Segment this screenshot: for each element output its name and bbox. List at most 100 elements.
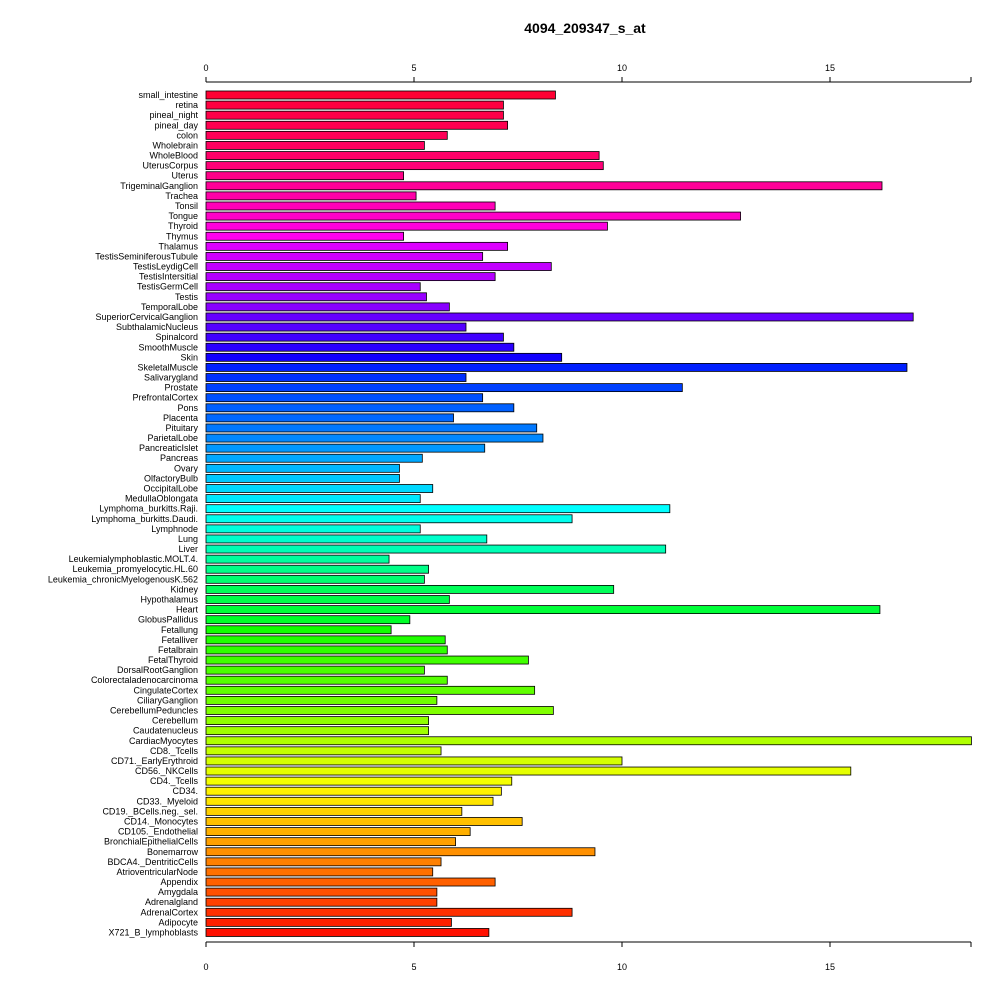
category-label: Fetalbrain xyxy=(158,645,198,655)
bar xyxy=(205,564,429,574)
category-label: Thyroid xyxy=(168,221,198,231)
bar xyxy=(205,292,427,302)
category-label: PrefrontalCortex xyxy=(132,393,198,403)
category-label: PancreaticIslet xyxy=(139,443,199,453)
category-label: AdrenalCortex xyxy=(140,907,198,917)
category-label: Adrenalgland xyxy=(145,897,198,907)
category-label: TestisSeminiferousTubule xyxy=(95,251,198,261)
bar xyxy=(205,605,881,614)
category-label: SkeletalMuscle xyxy=(137,362,198,372)
x-tick-label: 15 xyxy=(825,962,835,972)
bar xyxy=(205,746,442,756)
bar xyxy=(205,130,448,140)
bar xyxy=(205,645,448,655)
x-tick-label: 0 xyxy=(203,962,208,972)
bar xyxy=(205,615,411,625)
bar xyxy=(205,504,671,514)
bar xyxy=(205,90,556,100)
bar xyxy=(205,696,438,705)
category-label: Pituitary xyxy=(165,423,198,433)
category-label: SubthalamicNucleus xyxy=(116,322,199,332)
category-label: Heart xyxy=(176,605,199,615)
top-axis: 0 5 10 15 xyxy=(203,63,972,83)
category-label: CerebellumPeduncles xyxy=(110,705,199,715)
category-label: TrigeminalGanglion xyxy=(120,181,198,191)
category-label: Appendix xyxy=(160,877,198,887)
category-label: FetalThyroid xyxy=(148,655,198,665)
category-label: Kidney xyxy=(170,584,198,594)
bar xyxy=(205,716,429,725)
category-label: Placenta xyxy=(163,413,198,423)
bar xyxy=(205,433,544,443)
category-label: Cerebellum xyxy=(152,716,198,726)
bar xyxy=(205,463,400,473)
category-label: Skin xyxy=(180,352,198,362)
bar xyxy=(205,827,471,836)
category-label: CD4._Tcells xyxy=(150,776,199,786)
category-label: pineal_day xyxy=(154,120,198,130)
bar xyxy=(205,806,463,816)
bar xyxy=(205,736,972,746)
bar xyxy=(205,322,467,332)
category-label: Liver xyxy=(178,544,198,554)
bar xyxy=(205,231,405,241)
bar xyxy=(205,554,390,564)
x-tick-label: 5 xyxy=(411,63,416,73)
category-label: Wholebrain xyxy=(152,140,198,150)
bar xyxy=(205,453,423,463)
category-label: Adipocyte xyxy=(158,917,198,927)
bar xyxy=(205,857,442,867)
category-label: TestisGermCell xyxy=(137,282,198,292)
category-label: Tongue xyxy=(168,211,198,221)
bar xyxy=(205,887,438,897)
bar xyxy=(205,524,421,534)
category-label: Fetalliver xyxy=(161,635,198,645)
category-label: retina xyxy=(175,100,198,110)
category-label: SuperiorCervicalGanglion xyxy=(95,312,198,322)
bar xyxy=(205,847,596,857)
category-label: Ovary xyxy=(174,463,199,473)
chart-title: 4094_209347_s_at xyxy=(524,20,646,36)
category-label: pineal_night xyxy=(149,110,198,120)
bar xyxy=(205,201,496,211)
category-label: Leukemia_promyelocytic.HL.60 xyxy=(72,564,198,574)
bar xyxy=(205,595,450,604)
bar xyxy=(205,766,852,776)
bar xyxy=(205,837,457,847)
category-label: Lymphnode xyxy=(151,524,198,534)
bar xyxy=(205,655,529,665)
category-label: CD34. xyxy=(172,786,198,796)
category-label: CardiacMyocytes xyxy=(129,736,199,746)
category-label: CD56._NKCells xyxy=(135,766,199,776)
bar xyxy=(205,474,400,483)
category-label: Lymphoma_burkitts.Raji. xyxy=(99,504,198,514)
bar xyxy=(205,817,523,826)
bar xyxy=(205,685,536,695)
bar xyxy=(205,211,741,221)
bar xyxy=(205,272,496,282)
bar xyxy=(205,514,573,524)
category-label: Hypothalamus xyxy=(140,595,198,605)
bar xyxy=(205,675,448,685)
category-label: Tonsil xyxy=(175,201,198,211)
x-tick-label: 0 xyxy=(203,63,208,73)
category-label: AtrioventricularNode xyxy=(116,867,198,877)
category-label: ParietalLobe xyxy=(147,433,198,443)
bar xyxy=(205,332,504,342)
category-label: Fetallung xyxy=(161,625,198,635)
category-label: CiliaryGanglion xyxy=(137,695,198,705)
category-label: OlfactoryBulb xyxy=(144,473,198,483)
category-label: SmoothMuscle xyxy=(138,342,198,352)
category-label: BDCA4._DentriticCells xyxy=(107,857,198,867)
bar xyxy=(205,756,623,766)
bar xyxy=(205,423,538,433)
bar xyxy=(205,241,509,251)
bar xyxy=(205,443,486,453)
x-tick-label: 15 xyxy=(825,63,835,73)
category-label: Leukemialymphoblastic.MOLT.4. xyxy=(69,554,198,564)
bar xyxy=(205,312,914,322)
category-label: CD71._EarlyErythroid xyxy=(111,756,198,766)
bar xyxy=(205,100,504,110)
bar xyxy=(205,171,405,181)
